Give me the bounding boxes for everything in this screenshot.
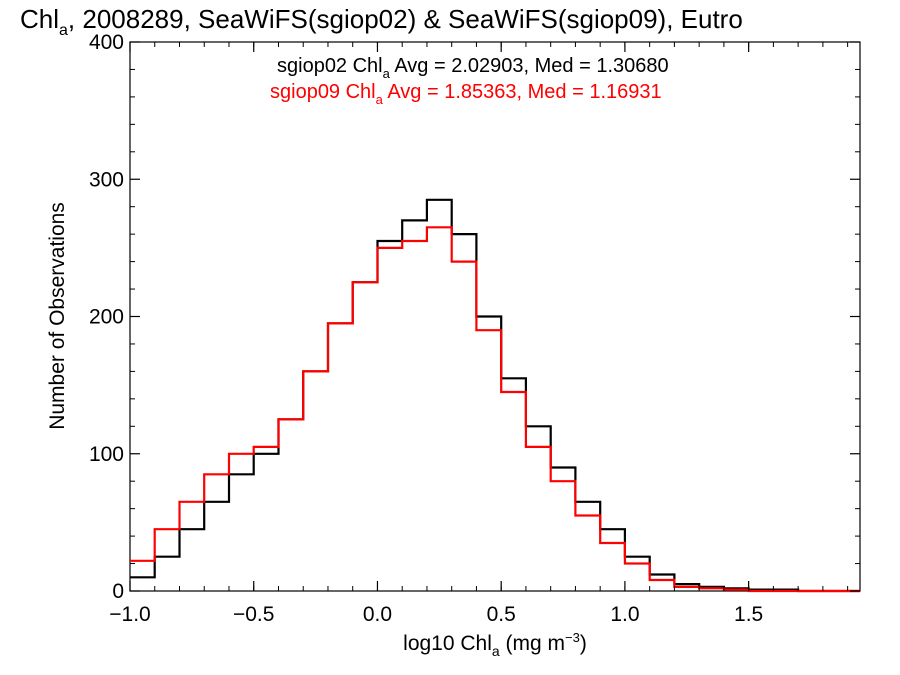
- annotation-sgiop02: sgiop02 Chla Avg = 2.02903, Med = 1.3068…: [277, 55, 669, 81]
- y-tick-label: 300: [89, 168, 124, 191]
- x-tick-label: 0.0: [363, 603, 392, 626]
- x-tick-label: 0.5: [487, 603, 516, 626]
- x-tick-label: −0.5: [233, 603, 274, 626]
- x-axis-label: log10 Chla (mg m−3): [403, 630, 587, 659]
- y-tick-label: 100: [89, 443, 124, 466]
- series-layer: [130, 198, 860, 593]
- x-tick-label: 1.0: [610, 603, 639, 626]
- chart-title: Chla, 2008289, SeaWiFS(sgiop02) & SeaWiF…: [20, 4, 743, 39]
- annotation-sgiop09: sgiop09 Chla Avg = 1.85363, Med = 1.1693…: [270, 81, 662, 107]
- x-tick-label: 1.5: [734, 603, 763, 626]
- y-axis-label: Number of Observations: [46, 202, 69, 430]
- series-line-sgiop09: [130, 226, 860, 593]
- y-axis-ticks: 0 100 200 300 400: [89, 31, 860, 603]
- x-tick-label: −1.0: [109, 603, 150, 626]
- y-tick-label: 200: [89, 306, 124, 329]
- y-tick-label: 0: [112, 580, 124, 603]
- y-tick-label: 400: [89, 31, 124, 54]
- series-line-sgiop02: [130, 198, 860, 593]
- x-axis-ticks: −1.0 −0.5 0.0 0.5 1.0 1.5: [109, 42, 849, 626]
